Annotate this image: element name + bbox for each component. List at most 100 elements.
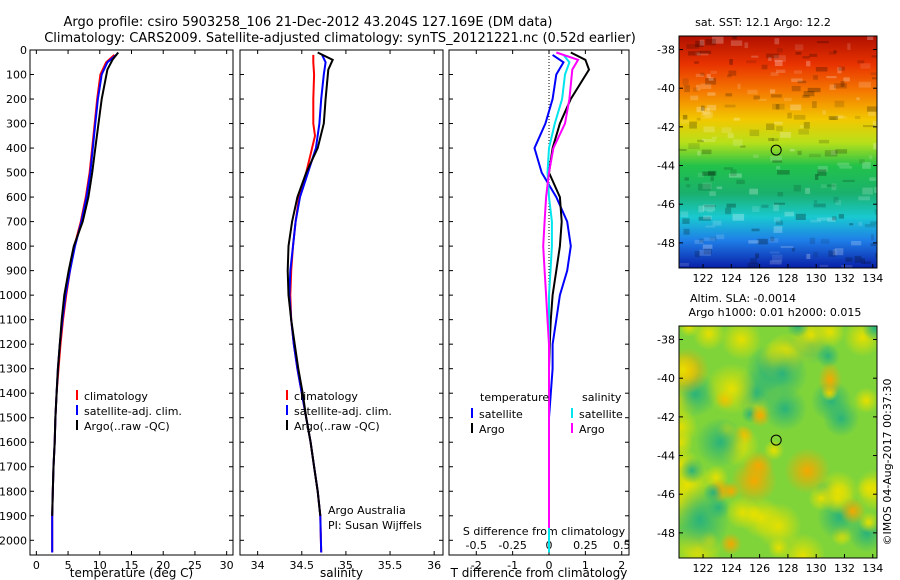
x-tick-label: 126 — [749, 562, 770, 575]
texture-cell — [770, 236, 775, 242]
texture-cell — [872, 121, 877, 128]
y-tick-label: 1900 — [0, 510, 27, 523]
texture-cell — [772, 160, 783, 163]
x-tick-label: 0 — [546, 559, 553, 572]
x-tick-label: 10 — [93, 559, 107, 572]
texture-cell — [770, 251, 780, 254]
x2-tick-label: -0.5 — [466, 539, 487, 552]
x-tick-label: 130 — [806, 562, 827, 575]
texture-cell — [875, 43, 877, 48]
texture-cell — [710, 70, 717, 74]
texture-cell — [829, 84, 837, 90]
texture-cell — [696, 84, 701, 91]
texture-cell — [834, 83, 847, 89]
texture-cell — [858, 81, 872, 88]
texture-cell — [682, 218, 690, 224]
texture-cell — [709, 236, 717, 241]
texture-cell — [776, 48, 783, 53]
texture-cell — [683, 228, 690, 235]
texture-cell — [761, 64, 768, 70]
texture-cell — [686, 184, 691, 188]
texture-cell — [679, 149, 687, 152]
texture-cell — [858, 221, 863, 227]
texture-cell — [699, 50, 712, 54]
texture-cell — [833, 50, 837, 54]
y-tick-label: -48 — [657, 237, 675, 250]
texture-cell — [775, 69, 786, 73]
texture-cell — [793, 184, 801, 192]
texture-cell — [827, 217, 836, 222]
texture-cell — [813, 251, 818, 258]
texture-cell — [816, 40, 829, 44]
texture-cell — [721, 127, 732, 133]
texture-cell — [797, 150, 802, 155]
texture-blob — [808, 485, 834, 512]
texture-cell — [858, 196, 871, 201]
texture-blob — [756, 348, 808, 400]
texture-cell — [697, 139, 704, 143]
texture-cell — [802, 56, 810, 59]
x-tick-label: 134 — [862, 562, 883, 575]
texture-cell — [807, 87, 821, 93]
texture-cell — [768, 137, 774, 142]
texture-cell — [771, 138, 779, 142]
x-axis-label: T difference from climatology — [450, 566, 628, 580]
texture-cell — [866, 106, 877, 112]
texture-cell — [773, 204, 779, 212]
sla-map-panel: Altim. SLA: -0.0014 Argo h1000: 0.01 h20… — [657, 292, 883, 575]
texture-cell — [766, 123, 775, 131]
texture-blob — [720, 326, 762, 360]
series-line — [288, 54, 327, 553]
texture-cell — [701, 112, 706, 117]
texture-cell — [705, 77, 717, 85]
texture-cell — [841, 264, 853, 268]
texture-cell — [728, 173, 742, 178]
texture-cell — [875, 253, 877, 259]
texture-cell — [831, 183, 837, 191]
texture-cell — [805, 187, 811, 194]
x-tick-label: 126 — [749, 272, 770, 285]
plot-frame — [448, 49, 630, 556]
texture-cell — [837, 67, 842, 74]
texture-cell — [828, 115, 839, 120]
texture-cell — [708, 77, 714, 81]
legend-label: Argo(..raw -QC) — [294, 420, 380, 433]
texture-cell — [868, 155, 873, 160]
legend-label: climatology — [294, 390, 358, 403]
texture-cell — [684, 85, 690, 93]
texture-cell — [795, 51, 802, 55]
texture-blob — [695, 417, 746, 468]
texture-blob — [839, 497, 866, 525]
texture-cell — [834, 248, 844, 256]
plot-frame — [29, 49, 234, 556]
texture-cell — [699, 39, 705, 46]
x-tick-label: 122 — [693, 272, 714, 285]
texture-cell — [787, 112, 792, 119]
texture-cell — [770, 72, 779, 76]
texture-cell — [769, 89, 776, 94]
texture-cell — [775, 220, 784, 225]
series-line — [51, 54, 116, 553]
texture-cell — [819, 264, 829, 267]
texture-cell — [774, 60, 783, 67]
texture-cell — [696, 117, 701, 121]
texture-cell — [752, 206, 760, 212]
texture-cell — [730, 40, 743, 46]
texture-cell — [769, 238, 779, 243]
texture-cell — [679, 262, 689, 267]
texture-cell — [874, 209, 877, 215]
texture-cell — [688, 51, 701, 56]
y-tick-label: -42 — [657, 411, 675, 424]
texture-cell — [680, 211, 689, 218]
sst-field — [679, 36, 877, 268]
sla-map-frame — [678, 325, 878, 559]
texture-cell — [748, 240, 759, 244]
texture-cell — [803, 121, 810, 129]
argo-location-marker — [770, 434, 782, 446]
texture-cell — [779, 131, 791, 138]
texture-cell — [755, 253, 760, 259]
texture-blob — [679, 326, 700, 337]
texture-cell — [768, 56, 772, 61]
texture-cell — [753, 154, 759, 158]
texture-cell — [766, 53, 779, 59]
